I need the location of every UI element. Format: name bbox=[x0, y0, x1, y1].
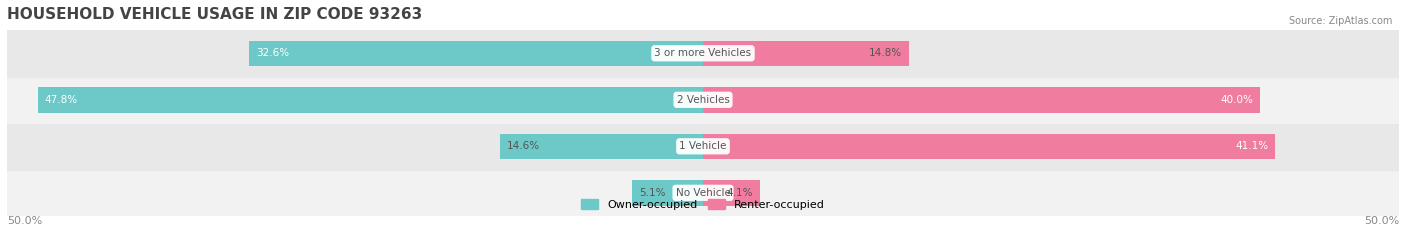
Text: 5.1%: 5.1% bbox=[638, 188, 665, 198]
Text: 32.6%: 32.6% bbox=[256, 48, 290, 58]
Text: 47.8%: 47.8% bbox=[45, 95, 77, 105]
Bar bbox=[7, 170, 1399, 216]
Text: HOUSEHOLD VEHICLE USAGE IN ZIP CODE 93263: HOUSEHOLD VEHICLE USAGE IN ZIP CODE 9326… bbox=[7, 7, 422, 22]
Bar bbox=[703, 41, 910, 66]
Bar bbox=[703, 180, 761, 206]
Bar bbox=[499, 134, 703, 159]
Bar bbox=[633, 180, 703, 206]
Text: 1 Vehicle: 1 Vehicle bbox=[679, 141, 727, 151]
Text: 40.0%: 40.0% bbox=[1220, 95, 1253, 105]
Text: 14.6%: 14.6% bbox=[506, 141, 540, 151]
Text: 2 Vehicles: 2 Vehicles bbox=[676, 95, 730, 105]
Text: 3 or more Vehicles: 3 or more Vehicles bbox=[654, 48, 752, 58]
Text: 41.1%: 41.1% bbox=[1234, 141, 1268, 151]
Bar bbox=[249, 41, 703, 66]
Bar bbox=[7, 123, 1399, 170]
Bar bbox=[703, 87, 1260, 113]
Bar bbox=[7, 77, 1399, 123]
Text: 14.8%: 14.8% bbox=[869, 48, 903, 58]
Bar bbox=[7, 30, 1399, 77]
Legend: Owner-occupied, Renter-occupied: Owner-occupied, Renter-occupied bbox=[576, 195, 830, 214]
Text: 50.0%: 50.0% bbox=[7, 216, 42, 226]
Text: Source: ZipAtlas.com: Source: ZipAtlas.com bbox=[1288, 16, 1392, 26]
Bar bbox=[38, 87, 703, 113]
Bar bbox=[703, 134, 1275, 159]
Text: 50.0%: 50.0% bbox=[1364, 216, 1399, 226]
Text: 4.1%: 4.1% bbox=[727, 188, 754, 198]
Text: No Vehicle: No Vehicle bbox=[675, 188, 731, 198]
